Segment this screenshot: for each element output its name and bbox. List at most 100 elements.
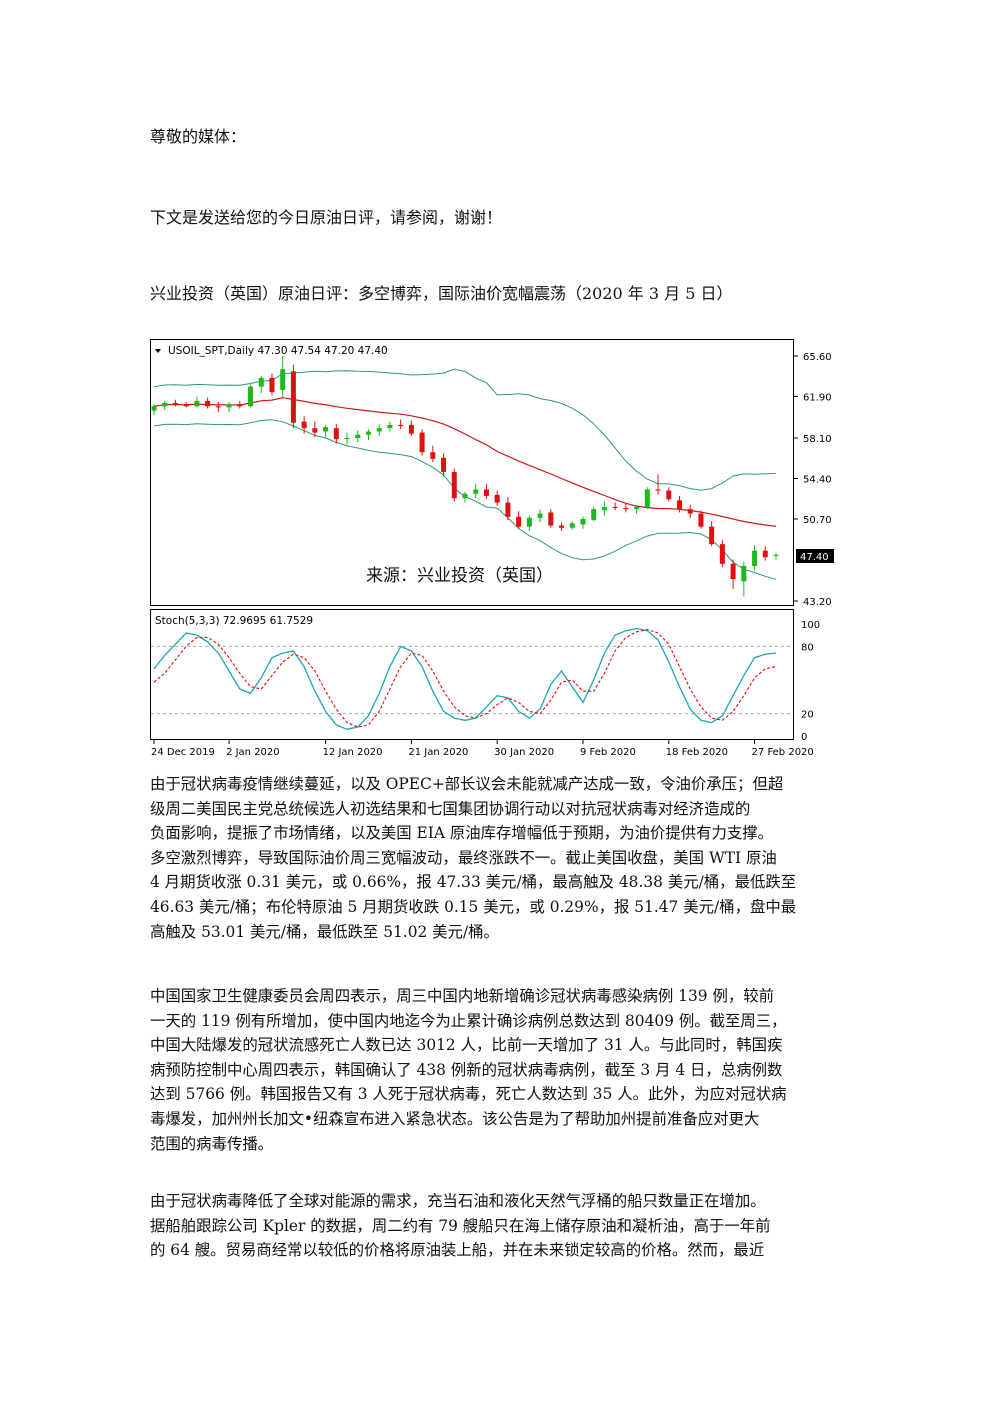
date-tick-label: 12 Jan 2020 <box>323 747 383 758</box>
candle-body <box>773 555 779 557</box>
stoch-panel <box>150 609 794 740</box>
candle-body <box>408 424 414 434</box>
candle-body <box>762 550 768 558</box>
candle-body <box>451 471 457 499</box>
price-panel <box>150 339 794 606</box>
price-tick-label: 65.60 <box>803 352 832 363</box>
candle-body <box>226 404 232 408</box>
candle-body <box>569 523 575 528</box>
body-paragraph: 由于冠状病毒疫情继续蔓延，以及 OPEC+部长议会未能就减产达成一致，令油价承压… <box>150 772 845 944</box>
paragraph-line: 高触及 53.01 美元/桶，最低跌至 51.02 美元/桶。 <box>150 922 499 941</box>
candle-body <box>419 432 425 453</box>
date-tick-label: 27 Feb 2020 <box>752 747 814 758</box>
candle-body <box>237 404 243 407</box>
price-tag: 47.40 <box>800 552 829 563</box>
stoch-tick-label: 80 <box>801 642 814 653</box>
candle-body <box>333 428 339 440</box>
candle-body <box>162 403 168 407</box>
date-tick-label: 18 Feb 2020 <box>666 747 728 758</box>
candle-body <box>752 550 758 566</box>
candle-body <box>687 509 693 514</box>
candle-body <box>698 513 704 527</box>
candle-body <box>730 563 736 580</box>
candle-body <box>183 404 189 407</box>
date-tick-label: 24 Dec 2019 <box>151 747 215 758</box>
paragraph-line: 4 月期货收涨 0.31 美元，或 0.66%，报 47.33 美元/桶，最高触… <box>150 873 797 892</box>
price-header: USOIL_SPT,Daily 47.30 47.54 47.20 47.40 <box>168 345 388 357</box>
candle-body <box>269 377 275 393</box>
paragraph-line: 46.63 美元/桶；布伦特原油 5 月期货收跌 0.15 美元，或 0.29%… <box>150 897 797 916</box>
body-paragraph: 中国国家卫生健康委员会周四表示，周三中国内地新增确诊冠状病毒感染病例 139 例… <box>150 984 845 1156</box>
candle-body <box>462 493 468 499</box>
price-tick-label: 61.90 <box>803 392 832 403</box>
candle-body <box>676 500 682 510</box>
band-upper-line <box>153 368 777 491</box>
paragraph-line: 的 64 艘。贸易商经常以较低的价格将原油装上船，并在未来锁定较高的价格。然而，… <box>150 1241 765 1260</box>
candle-body <box>505 502 511 517</box>
candle-body <box>387 424 393 429</box>
candle-body <box>634 506 640 510</box>
candle-body <box>194 400 200 407</box>
paragraph-line: 中国大陆爆发的冠状流感死亡人数已达 3012 人，比前一天增加了 31 人。与此… <box>150 1036 783 1055</box>
price-tick-label: 43.20 <box>803 597 832 608</box>
candle-body <box>601 506 607 511</box>
headline: 兴业投资（英国）原油日评：多空博弈，国际油价宽幅震荡（2020 年 3 月 5 … <box>150 284 733 303</box>
candle-body <box>172 403 178 405</box>
paragraph-line: 毒爆发，加州州长加文•纽森宣布进入紧急状态。该公告是为了帮助加州提前准备应对更大 <box>150 1109 760 1128</box>
price-tick-label: 58.10 <box>803 434 832 445</box>
paragraph-line: 范围的病毒传播。 <box>150 1134 274 1153</box>
oil-price-chart: 65.60 61.90 58.10 54.40 50.70 43.20 100 80 20 0 24… <box>150 339 843 759</box>
candle-body <box>355 434 361 439</box>
candle-body <box>398 424 404 426</box>
date-tick-label: 30 Jan 2020 <box>494 747 554 758</box>
candle-body <box>290 371 296 423</box>
candle-body <box>365 431 371 435</box>
candle-body <box>248 386 254 407</box>
candle-body <box>301 421 307 429</box>
intro-line: 下文是发送给您的今日原油日评，请参阅，谢谢！ <box>150 208 503 227</box>
dropdown-triangle-icon <box>155 349 161 353</box>
candle-body <box>376 428 382 432</box>
price-tag-box <box>796 549 834 563</box>
stoch-tick-label: 20 <box>801 710 814 721</box>
source-watermark: 来源：兴业投资（英国） <box>366 566 553 586</box>
candle-body <box>623 508 629 510</box>
paragraph-line: 负面影响，提振了市场情绪，以及美国 EIA 原油库存增幅低于预期，为油价提供有力… <box>150 824 774 843</box>
stoch-signal-line <box>153 629 777 728</box>
candle-body <box>655 489 661 491</box>
candle-body <box>612 506 618 509</box>
candle-body <box>709 526 715 545</box>
paragraph-line: 由于冠状病毒疫情继续蔓延，以及 OPEC+部长议会未能就减产达成一致，令油价承压… <box>150 775 784 793</box>
paragraph-line: 达到 5766 例。韩国报告又有 3 人死于冠状病毒，死亡人数达到 35 人。此… <box>150 1085 787 1104</box>
greeting: 尊敬的媒体： <box>150 127 247 146</box>
paragraph-line: 据船舶跟踪公司 Kpler 的数据，周二约有 79 艘船只在海上储存原油和凝析油… <box>150 1216 771 1235</box>
paragraph-line: 病预防控制中心周四表示，韩国确认了 438 例新的冠状病毒病例，截至 3 月 4… <box>150 1060 783 1079</box>
candle-body <box>559 525 565 528</box>
band-middle-line <box>153 397 777 527</box>
candle-body <box>741 566 747 582</box>
date-tick-label: 21 Jan 2020 <box>408 747 468 758</box>
candle-body <box>537 513 543 518</box>
candle-body <box>591 509 597 521</box>
candle-body <box>644 489 650 507</box>
candle-body <box>526 517 532 527</box>
candle-body <box>205 400 211 407</box>
paragraph-line: 中国国家卫生健康委员会周四表示，周三中国内地新增确诊冠状病毒感染病例 139 例… <box>150 987 775 1005</box>
candle-body <box>494 494 500 503</box>
candle-body <box>258 377 264 387</box>
date-tick-label: 9 Feb 2020 <box>580 747 636 758</box>
stoch-main-line <box>153 627 777 730</box>
paragraph-line: 一天的 119 例有所增加，使中国内地迄今为止累计确诊病例总数达到 80409 … <box>150 1011 787 1030</box>
candle-body <box>323 427 329 432</box>
candle-body <box>430 452 436 459</box>
candle-body <box>666 490 672 500</box>
candle-body <box>151 406 157 411</box>
candle-body <box>280 369 286 390</box>
price-tick-label: 54.40 <box>803 475 832 486</box>
paragraph-line: 由于冠状病毒降低了全球对能源的需求，充当石油和液化天然气浮桶的船只数量正在增加。 <box>150 1192 766 1210</box>
candle-body <box>580 518 586 525</box>
candle-body <box>719 544 725 564</box>
paragraph-line: 级周二美国民主党总统候选人初选结果和七国集团协调行动以对抗冠状病毒对经济造成的 <box>150 799 751 818</box>
candle-body <box>441 457 447 472</box>
candle-body <box>516 516 522 527</box>
